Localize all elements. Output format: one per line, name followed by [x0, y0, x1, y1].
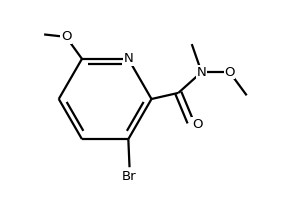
Text: Br: Br [122, 170, 137, 183]
Text: N: N [123, 52, 133, 65]
Text: O: O [192, 118, 203, 131]
Text: N: N [197, 66, 206, 79]
Text: O: O [61, 30, 71, 43]
Text: O: O [224, 66, 235, 79]
